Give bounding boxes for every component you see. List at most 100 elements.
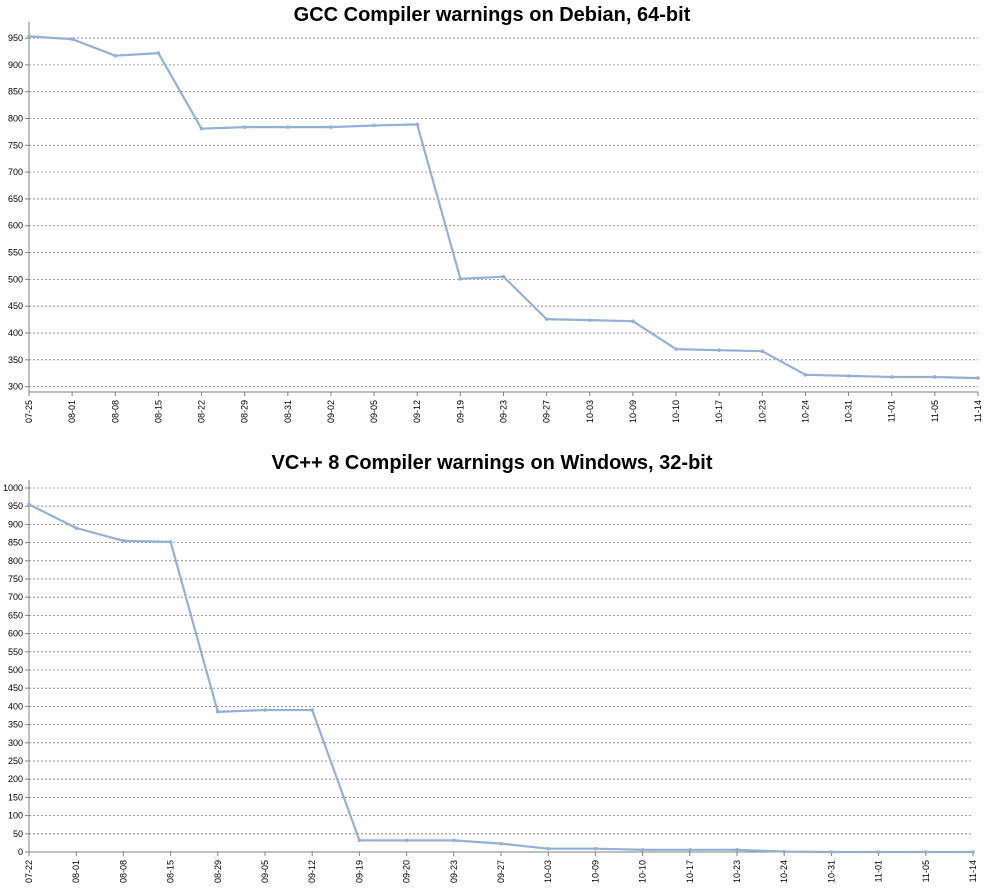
- vc-x-tick-label: 09-20: [402, 860, 412, 883]
- vc-data-point: [593, 846, 598, 851]
- gcc-x-tick-label: 10-09: [628, 400, 638, 423]
- gcc-y-tick-label: 700: [8, 167, 23, 177]
- vc-data-point: [924, 850, 928, 854]
- gcc-x-tick-label: 10-03: [585, 400, 595, 423]
- vc-x-tick-label: 08-29: [213, 860, 223, 883]
- vc-data-point: [452, 838, 456, 843]
- vc-y-tick-label: 950: [8, 501, 23, 511]
- gcc-data-point: [501, 274, 506, 279]
- gcc-y-tick-label: 900: [8, 60, 23, 70]
- vc-x-tick-label: 07-22: [24, 860, 34, 883]
- gcc-x-tick-label: 07-25: [24, 400, 34, 423]
- gcc-y-tick-label: 500: [8, 274, 23, 284]
- gcc-y-tick-label: 650: [8, 194, 23, 204]
- vc-warnings-line-chart: 0 50 100 150 200 250 300 350 400 450 500 550 600 650 7…: [3, 480, 978, 883]
- vc-data-point: [499, 841, 503, 846]
- vc-data-point: [971, 850, 975, 854]
- gcc-y-tick-label: 850: [8, 87, 23, 97]
- vc-data-point: [404, 838, 409, 843]
- vc-data-point: [829, 850, 834, 854]
- gcc-y-tick-label: 950: [8, 33, 23, 43]
- vc-x-tick-label: 09-19: [354, 860, 364, 883]
- vc-x-tick-label: 08-15: [166, 860, 176, 883]
- vc-x-tick-label: 10-03: [543, 860, 553, 883]
- gcc-x-tick-label: 09-27: [542, 400, 552, 423]
- gcc-series-line: [27, 35, 980, 380]
- vc-y-tick-label: 1000: [3, 483, 23, 493]
- gcc-y-tick-label: 600: [8, 221, 23, 231]
- vc-x-tick-label: 08-08: [118, 860, 128, 883]
- gcc-x-tick-label: 10-31: [844, 400, 854, 423]
- gcc-x-tick-label: 11-05: [930, 400, 940, 422]
- vc-series-line: [27, 503, 975, 854]
- gcc-x-tick-label: 09-05: [369, 400, 379, 423]
- vc-y-tick-label: 500: [8, 665, 23, 675]
- vc-data-point: [357, 838, 362, 843]
- vc-x-tick-label: 10-10: [638, 860, 648, 883]
- vc-y-tick-label: 350: [8, 720, 23, 730]
- vc-y-tick-label: 50: [13, 829, 23, 839]
- vc-x-tick-label: 10-17: [685, 860, 695, 883]
- gcc-data-point: [156, 51, 161, 55]
- gcc-data-point: [70, 37, 74, 41]
- vc-chart-title: VC++ 8 Compiler warnings on Windows, 32-…: [271, 452, 713, 474]
- gcc-data-point: [933, 375, 937, 379]
- gcc-x-tick-label: 09-02: [326, 400, 336, 423]
- gcc-data-point: [329, 125, 333, 129]
- vc-y-tick-label: 850: [8, 538, 23, 548]
- vc-x-tick-label: 10-24: [779, 860, 789, 883]
- vc-data-point: [688, 848, 692, 852]
- vc-y-tick-label: 800: [8, 556, 23, 566]
- vc-y-tick-label: 700: [8, 592, 23, 602]
- gcc-data-point: [242, 125, 247, 129]
- gcc-x-tick-label: 10-23: [757, 400, 767, 423]
- vc-x-tick-label: 09-27: [496, 860, 506, 883]
- vc-data-point: [74, 526, 78, 530]
- gcc-data-point: [760, 349, 765, 354]
- vc-x-tick-label: 11-05: [921, 860, 931, 882]
- gcc-data-point: [286, 125, 290, 129]
- gcc-x-tick-label: 10-17: [714, 400, 724, 423]
- gcc-x-tick-label: 10-24: [800, 400, 810, 423]
- gcc-y-tick-label: 350: [8, 355, 23, 365]
- vc-data-point: [876, 850, 881, 854]
- vc-data-point: [216, 710, 220, 714]
- vc-x-tick-label: 10-23: [732, 860, 742, 883]
- gcc-data-point: [803, 373, 808, 377]
- vc-y-tick-label: 550: [8, 647, 23, 657]
- vc-x-tick-label: 09-05: [260, 860, 270, 883]
- vc-data-point: [168, 540, 173, 544]
- vc-data-point: [782, 849, 786, 854]
- gcc-chart-title: GCC Compiler warnings on Debian, 64-bit: [293, 4, 691, 26]
- gcc-data-point: [199, 126, 204, 131]
- vc-y-tick-label: 250: [8, 756, 23, 766]
- vc-y-tick-label: 900: [8, 519, 23, 529]
- gcc-data-point: [889, 375, 894, 379]
- vc-x-tick-label: 11-01: [874, 860, 884, 882]
- gcc-y-tick-label: 550: [8, 248, 23, 258]
- gcc-y-tick-label: 400: [8, 328, 23, 338]
- gcc-y-tick-label: 300: [8, 382, 23, 392]
- gcc-x-tick-label: 08-08: [110, 400, 120, 423]
- vc-y-tick-label: 650: [8, 610, 23, 620]
- vc-data-point: [546, 846, 550, 851]
- gcc-y-tick-label: 800: [8, 113, 23, 123]
- gcc-data-point: [27, 34, 31, 39]
- vc-data-point: [27, 502, 31, 507]
- vc-y-tick-label: 100: [8, 811, 23, 821]
- vc-data-point: [263, 708, 267, 712]
- gcc-x-tick-label: 09-19: [455, 400, 465, 423]
- gcc-data-point: [846, 374, 851, 378]
- gcc-x-tick-label: 08-01: [67, 400, 77, 423]
- vc-x-tick-label: 09-23: [449, 860, 459, 883]
- gcc-data-point: [372, 123, 376, 128]
- vc-x-tick-label: 09-12: [307, 860, 317, 883]
- gcc-x-tick-label: 08-22: [197, 400, 207, 423]
- gcc-data-point: [717, 348, 721, 352]
- gcc-data-point: [631, 319, 635, 324]
- vc-y-tick-label: 450: [8, 683, 23, 693]
- vc-y-tick-label: 750: [8, 574, 23, 584]
- vc-x-tick-label: 10-31: [826, 860, 836, 883]
- vc-data-point: [310, 708, 315, 712]
